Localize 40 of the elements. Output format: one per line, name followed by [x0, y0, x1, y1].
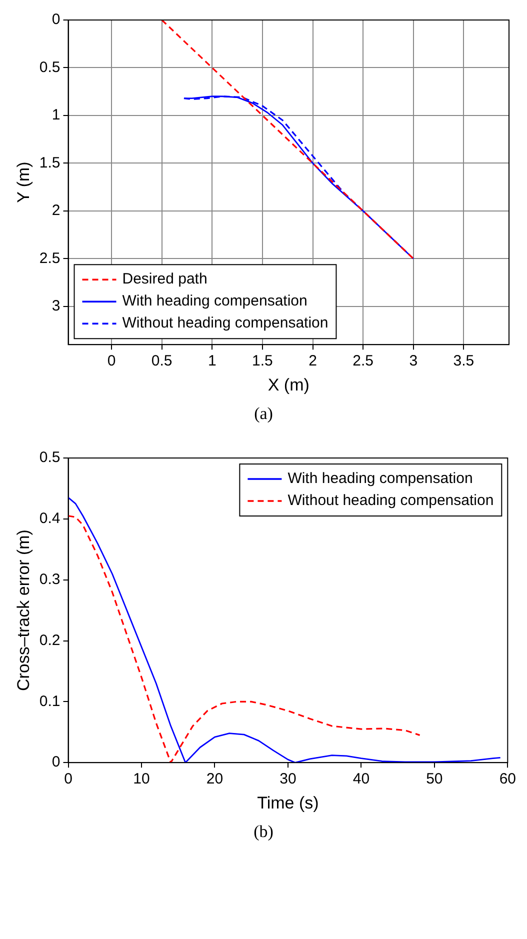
legend-label: Without heading compensation [122, 314, 328, 332]
x-tick-label: 30 [280, 770, 296, 788]
text: (a) [253, 404, 274, 424]
x-axis-title: Time (s) [257, 793, 319, 812]
legend-label: Desired path [122, 270, 208, 288]
y-tick-label: 0.2 [39, 632, 60, 649]
x-tick-label: 20 [206, 770, 224, 788]
legend-label: Without heading compensation [288, 492, 494, 510]
x-tick-label: 2 [308, 352, 317, 370]
x-axis-title: X (m) [268, 375, 310, 394]
y-axis-title: Cross–track error (m) [14, 530, 33, 692]
text: (b) [252, 822, 274, 842]
x-tick-label: 1.5 [252, 352, 273, 370]
x-tick-label: 0 [64, 770, 72, 788]
y-tick-label: 0.4 [39, 510, 60, 528]
y-tick-label: 0 [52, 754, 60, 771]
legend-label: With heading compensation [288, 470, 473, 488]
legend-label: With heading compensation [122, 292, 308, 310]
y-tick-label: 0.5 [39, 58, 60, 76]
x-tick-label: 40 [352, 770, 370, 788]
y-tick-label: 0.1 [39, 692, 60, 710]
y-tick-label: 3 [52, 298, 60, 315]
x-tick-label: 50 [426, 770, 443, 788]
y-axis-title: Y (m) [14, 162, 33, 203]
y-tick-label: 0.5 [39, 449, 60, 466]
y-tick-label: 1.5 [39, 154, 60, 172]
y-tick-label: 2 [52, 202, 60, 220]
y-tick-label: 1 [52, 106, 60, 124]
x-tick-label: 1 [208, 352, 216, 370]
y-tick-label: 0.3 [39, 570, 60, 588]
x-tick-label: 2.5 [352, 352, 374, 370]
y-tick-label: 0 [52, 11, 60, 28]
x-tick-label: 0.5 [151, 352, 172, 370]
x-tick-label: 0 [107, 352, 116, 370]
y-tick-label: 2.5 [39, 250, 60, 267]
x-tick-label: 3 [409, 352, 418, 370]
x-tick-label: 60 [499, 770, 516, 788]
x-tick-label: 10 [133, 770, 150, 788]
line-series [68, 515, 421, 763]
x-tick-label: 3.5 [453, 352, 474, 370]
